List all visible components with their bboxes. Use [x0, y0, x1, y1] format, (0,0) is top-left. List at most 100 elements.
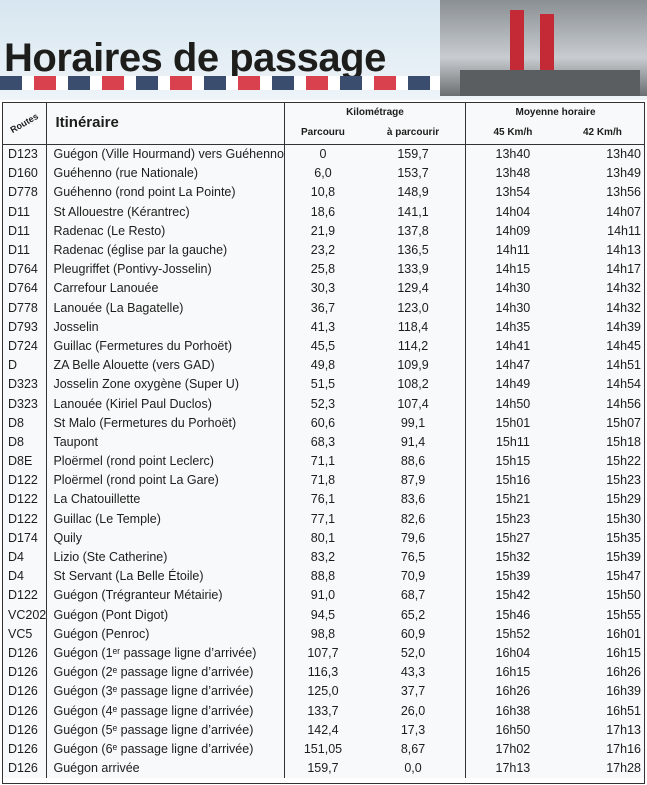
time-42: 15h07: [606, 415, 641, 430]
time-42: 16h01: [606, 626, 641, 641]
table-row: D724 Guillac (Fermetures du Porhoët) 45,5 1…: [2, 336, 645, 356]
route: D11: [8, 204, 31, 219]
km-done: 77,1: [283, 509, 362, 529]
time-42: 16h39: [606, 684, 641, 699]
time-42: 14h51: [606, 358, 641, 373]
route: D123: [8, 147, 38, 162]
km-left: 108,2: [397, 377, 429, 392]
route: D323: [8, 396, 38, 411]
table-row: D323 Lanouée (Kiriel Paul Duclos) 52,3 107,…: [2, 393, 645, 414]
time-45: 13h48: [464, 163, 560, 183]
time-42: 17h13: [606, 722, 641, 737]
route: D4: [8, 550, 24, 565]
photo: [440, 0, 647, 96]
table-row: D11 St Allouestre (Kérantrec) 18,6 141,1 14h…: [2, 202, 645, 222]
time-42: 16h51: [606, 703, 641, 718]
time-42: 14h54: [606, 377, 641, 392]
itinerary: Carrefour Lanouée: [46, 278, 285, 298]
route: D174: [8, 530, 38, 545]
itinerary: Guéhenno (rue Nationale): [46, 163, 285, 183]
km-left: 107,4: [397, 396, 429, 411]
itinerary: Lanouée (Kiriel Paul Duclos): [46, 393, 285, 414]
time-42: 14h32: [606, 300, 641, 315]
time-42: 15h50: [606, 588, 641, 603]
km-left: 52,0: [400, 645, 426, 660]
routes-header: Routes: [2, 102, 47, 145]
time-42: 14h56: [606, 396, 641, 411]
time-42: 15h39: [606, 550, 641, 565]
title: Horaires de passage: [4, 36, 386, 80]
km-left: 133,9: [397, 262, 429, 277]
km-done: 94,5: [283, 605, 362, 625]
table-row: VC5 Guégon (Penroc) 98,8 60,9 15h52 16h01: [2, 624, 645, 644]
table-row: D126 Guégon (3ᵉ passage ligne d’arrivée) 1…: [2, 681, 645, 701]
time-45: 16h38: [464, 700, 560, 721]
subheader-row: Parcouru à parcourir 45 Km/h 42 Km/h: [2, 122, 645, 145]
km-left: 43,3: [400, 665, 426, 680]
table-row: D8 Taupont 68,3 91,4 15h11 15h18: [2, 432, 645, 452]
km-left: 136,5: [397, 243, 429, 258]
time-45: 15h42: [464, 585, 560, 605]
table-row: D122 Guillac (Le Temple) 77,1 82,6 15h23 15h3…: [2, 509, 645, 529]
km-left: 129,4: [397, 281, 429, 296]
km-left: 79,6: [400, 530, 426, 545]
time-45: 15h11: [464, 432, 560, 452]
km-left: 148,9: [397, 185, 429, 200]
time-45: 16h15: [464, 662, 560, 682]
km-done: 0: [283, 144, 362, 164]
time-45: 14h50: [464, 393, 560, 414]
km-left: 114,2: [397, 338, 429, 353]
itinerary: Guégon (Ville Hourmand) vers Guéhenno: [46, 144, 285, 164]
table-row: D11 Radenac (église par la gauche) 23,2 136…: [2, 240, 645, 260]
route: D122: [8, 511, 38, 526]
time-42: 15h18: [606, 434, 641, 449]
col-header: 45 Km/h: [464, 122, 560, 145]
time-45: 14h47: [464, 355, 560, 375]
route: D126: [8, 703, 38, 718]
photo-art: [460, 10, 640, 96]
route: D122: [8, 588, 38, 603]
table-row: D126 Guégon arrivée 159,7 0,0 17h13 17h28: [2, 758, 645, 778]
km-done: 125,0: [283, 681, 362, 701]
itinerary: Guégon (1ᵉʳ passage ligne d’arrivée): [46, 643, 285, 663]
itinerary: Guéhenno (rond point La Pointe): [46, 182, 285, 203]
km-left: 159,7: [397, 147, 429, 162]
time-42: 14h32: [606, 281, 641, 296]
time-45: 15h39: [464, 566, 560, 586]
km-left: 109,9: [397, 358, 429, 373]
km-done: 71,1: [283, 451, 362, 471]
table-row: D123 Guégon (Ville Hourmand) vers Guéhenn…: [2, 144, 645, 164]
itinerary: Josselin: [46, 317, 285, 337]
time-45: 15h52: [464, 624, 560, 644]
km-left: 17,3: [400, 722, 426, 737]
km-done: 25,8: [283, 259, 362, 279]
itinerary: Guégon (4ᵉ passage ligne d’arrivée): [46, 700, 285, 721]
route: D: [8, 358, 18, 373]
itinerary: Ploërmel (rond point La Gare): [46, 470, 285, 490]
itinerary: La Chatouillette: [46, 489, 285, 510]
time-42: 14h07: [606, 204, 641, 219]
km-left: 8,67: [400, 741, 426, 756]
km-done: 10,8: [283, 182, 362, 203]
itineraire-header: Itinéraire: [46, 102, 285, 145]
route: D122: [8, 473, 38, 488]
time-45: 14h30: [464, 298, 560, 318]
km-done: 6,0: [283, 163, 362, 183]
km-done: 80,1: [283, 528, 362, 548]
km-done: 51,5: [283, 374, 362, 394]
table-row: D126 Guégon (1ᵉʳ passage ligne d’arrivée)…: [2, 643, 645, 663]
km-left: 68,7: [400, 588, 426, 603]
time-45: 14h09: [464, 221, 560, 241]
table-row: D126 Guégon (6ᵉ passage ligne d’arrivée) 1…: [2, 739, 645, 759]
time-42: 14h11: [607, 223, 641, 238]
time-45: 14h15: [464, 259, 560, 279]
time-45: 16h04: [464, 643, 560, 663]
km-done: 151,05: [283, 739, 362, 759]
table-row: D11 Radenac (Le Resto) 21,9 137,8 14h09 14h11: [2, 221, 645, 241]
time-45: 13h54: [464, 182, 560, 203]
km-done: 30,3: [283, 278, 362, 298]
time-45: 15h23: [464, 509, 560, 529]
route: D764: [8, 262, 38, 277]
time-42: 15h29: [606, 492, 641, 507]
